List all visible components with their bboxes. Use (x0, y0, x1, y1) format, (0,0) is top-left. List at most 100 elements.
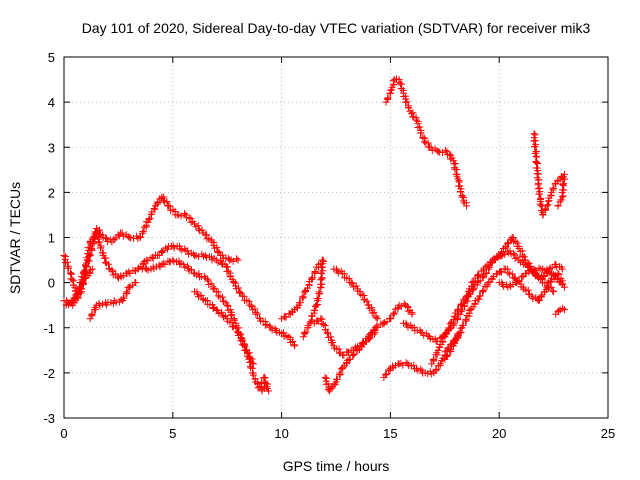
data-point (545, 279, 553, 287)
data-point (459, 321, 467, 329)
data-point (184, 247, 192, 255)
data-point (234, 256, 242, 264)
data-point (385, 366, 393, 374)
data-point (120, 294, 128, 302)
data-point (300, 288, 308, 296)
data-point (337, 365, 345, 373)
data-point (479, 288, 487, 296)
data-point (312, 301, 320, 309)
data-point (347, 279, 355, 287)
data-point (265, 387, 273, 395)
data-point (554, 307, 562, 315)
data-point (445, 324, 453, 332)
data-point (523, 262, 531, 270)
data-point (366, 334, 374, 342)
data-point (247, 301, 255, 309)
data-point (446, 320, 454, 328)
data-point (479, 287, 487, 295)
data-point (102, 234, 110, 242)
data-point (228, 311, 236, 319)
data-point (318, 280, 326, 288)
data-point (305, 281, 313, 289)
data-point (139, 228, 147, 236)
data-point (484, 279, 492, 287)
data-point (451, 313, 459, 321)
data-point (456, 187, 464, 195)
data-point (97, 244, 105, 252)
data-point (455, 305, 463, 313)
y-tick-label: -1 (43, 321, 55, 336)
data-point (81, 275, 89, 283)
data-point (390, 309, 398, 317)
data-point (403, 302, 411, 310)
data-point (417, 365, 425, 373)
data-point (227, 311, 235, 319)
data-point (413, 116, 421, 124)
data-point (380, 319, 388, 327)
data-point (387, 86, 395, 94)
data-point (519, 257, 527, 265)
data-point (194, 222, 202, 230)
data-point (550, 271, 558, 279)
data-point (404, 323, 412, 331)
data-point (226, 272, 234, 280)
data-point (447, 346, 455, 354)
data-point (311, 302, 319, 310)
data-point (354, 346, 362, 354)
data-point (146, 215, 154, 223)
data-point (316, 290, 324, 298)
data-point (169, 256, 177, 264)
data-point (96, 238, 104, 246)
data-point (242, 346, 250, 354)
x-tick-label: 0 (60, 426, 67, 441)
data-point (160, 196, 168, 204)
data-point (349, 351, 357, 359)
data-point (317, 269, 325, 277)
data-point (549, 287, 557, 295)
data-point (145, 215, 153, 223)
data-point (510, 249, 518, 257)
data-point (556, 198, 564, 206)
chart-title: Day 101 of 2020, Sidereal Day-to-day VTE… (82, 20, 591, 36)
data-point (407, 109, 415, 117)
data-point (464, 291, 472, 299)
data-point (251, 305, 259, 313)
data-point (404, 104, 412, 112)
data-point (554, 270, 562, 278)
data-point (435, 344, 443, 352)
data-point (395, 360, 403, 368)
data-point (432, 366, 440, 374)
x-tick-label: 10 (274, 426, 288, 441)
data-point (447, 155, 455, 163)
data-point (373, 322, 381, 330)
data-point (503, 240, 511, 248)
data-point (442, 146, 450, 154)
data-point (65, 264, 73, 272)
data-point (546, 277, 554, 285)
data-point (558, 193, 566, 201)
data-point (544, 197, 552, 205)
data-point (350, 350, 358, 358)
data-point (79, 279, 87, 287)
data-point (82, 261, 90, 269)
data-point (198, 226, 206, 234)
data-point (219, 293, 227, 301)
data-point (449, 316, 457, 324)
data-point (463, 292, 471, 300)
data-point (559, 192, 567, 200)
data-point (204, 275, 212, 283)
y-tick-label: 4 (48, 95, 55, 110)
data-point (442, 330, 450, 338)
data-point (340, 351, 348, 359)
data-point (446, 150, 454, 158)
data-point (456, 182, 464, 190)
data-point (213, 243, 221, 251)
data-point (185, 214, 193, 222)
data-point (457, 301, 465, 309)
data-point (408, 310, 416, 318)
data-point (479, 273, 487, 281)
data-point (504, 269, 512, 277)
y-tick-label: 0 (48, 276, 55, 291)
data-point (346, 355, 354, 363)
data-point (166, 202, 174, 210)
